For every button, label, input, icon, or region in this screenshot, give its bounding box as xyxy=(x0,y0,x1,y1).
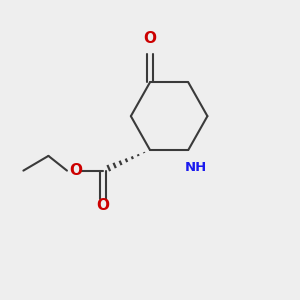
Text: NH: NH xyxy=(184,161,207,174)
Text: O: O xyxy=(96,198,110,213)
Text: O: O xyxy=(69,163,82,178)
Text: O: O xyxy=(143,31,157,46)
